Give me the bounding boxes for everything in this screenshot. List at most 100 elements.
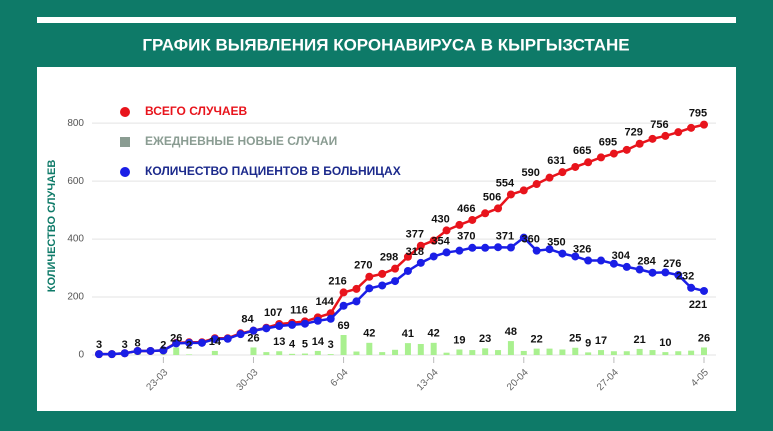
bar — [598, 350, 605, 355]
data-label: 795 — [689, 108, 707, 120]
data-label: 107 — [264, 307, 282, 319]
data-label: 21 — [634, 334, 646, 346]
data-label: 116 — [290, 304, 308, 316]
bar — [353, 351, 360, 355]
legend-label: ВСЕГО СЛУЧАЕВ — [145, 104, 248, 118]
data-label: 17 — [595, 335, 607, 347]
point — [416, 241, 425, 250]
data-label: 665 — [573, 145, 591, 157]
point — [519, 233, 528, 242]
bar — [559, 349, 566, 355]
bar — [572, 347, 579, 355]
data-label: 270 — [354, 260, 372, 272]
point — [635, 139, 644, 148]
point — [674, 271, 683, 280]
bar — [623, 351, 630, 355]
point — [120, 349, 129, 358]
y-tick-label: 800 — [67, 118, 84, 129]
point — [558, 168, 567, 177]
bar — [507, 341, 514, 355]
bar — [276, 351, 283, 355]
data-label: 26 — [698, 332, 710, 344]
point — [609, 259, 618, 268]
data-label: 10 — [659, 337, 671, 349]
data-label: 69 — [337, 320, 349, 332]
point — [700, 120, 708, 129]
bar — [520, 350, 527, 355]
point — [661, 268, 670, 277]
data-label: 22 — [531, 334, 543, 346]
bar — [160, 354, 167, 355]
data-label: 26 — [170, 332, 182, 344]
data-label: 590 — [521, 167, 539, 179]
point — [661, 131, 670, 140]
y-axis-label: КОЛИЧЕСТВО СЛУЧАЕВ — [46, 160, 58, 293]
legend-marker — [120, 107, 130, 117]
point — [159, 346, 168, 355]
point — [622, 262, 631, 271]
point — [391, 277, 400, 286]
data-label: 9 — [585, 337, 591, 349]
point — [609, 149, 618, 158]
bar — [701, 347, 707, 355]
data-label: 13 — [273, 336, 285, 348]
point — [481, 209, 490, 218]
point — [622, 145, 631, 154]
data-label: 14 — [209, 336, 222, 348]
point — [648, 268, 657, 277]
point — [236, 330, 245, 339]
point — [403, 266, 412, 275]
point — [172, 339, 181, 348]
data-label: 284 — [637, 256, 656, 268]
bar — [675, 351, 682, 355]
data-label: 3 — [122, 339, 128, 351]
y-tick-label: 200 — [67, 292, 84, 303]
point — [352, 297, 361, 306]
point — [545, 173, 554, 182]
bar — [392, 349, 399, 355]
point — [107, 350, 116, 359]
data-label: 3 — [328, 339, 334, 351]
y-tick-label: 400 — [67, 234, 84, 245]
point — [506, 243, 515, 252]
data-label: 42 — [363, 328, 375, 340]
bar — [688, 350, 695, 355]
point — [210, 335, 219, 344]
bar — [495, 350, 502, 355]
data-label: 23 — [479, 333, 491, 345]
point — [197, 338, 206, 347]
point — [455, 220, 464, 229]
bar — [662, 352, 669, 355]
point — [339, 301, 348, 310]
bar — [340, 335, 347, 355]
data-label: 48 — [505, 326, 517, 338]
point — [584, 158, 593, 167]
data-label: 430 — [431, 213, 449, 225]
data-label: 370 — [457, 231, 475, 243]
point — [365, 284, 374, 293]
data-label: 695 — [599, 137, 617, 149]
point — [494, 243, 503, 252]
data-label: 26 — [247, 332, 259, 344]
point — [545, 245, 554, 254]
data-label: 631 — [547, 155, 565, 167]
point — [442, 248, 451, 257]
point — [532, 180, 541, 189]
bar — [636, 348, 643, 355]
bar — [469, 350, 476, 355]
bar — [314, 350, 321, 355]
data-label: 360 — [521, 234, 539, 246]
bar — [533, 348, 540, 355]
point — [249, 326, 258, 335]
bar — [482, 348, 489, 355]
point — [365, 272, 374, 281]
point — [468, 215, 477, 224]
point — [391, 264, 400, 273]
bar — [430, 342, 437, 355]
point — [403, 252, 412, 261]
point — [429, 236, 438, 245]
point — [352, 284, 361, 293]
bar — [211, 350, 218, 355]
point — [275, 322, 284, 331]
